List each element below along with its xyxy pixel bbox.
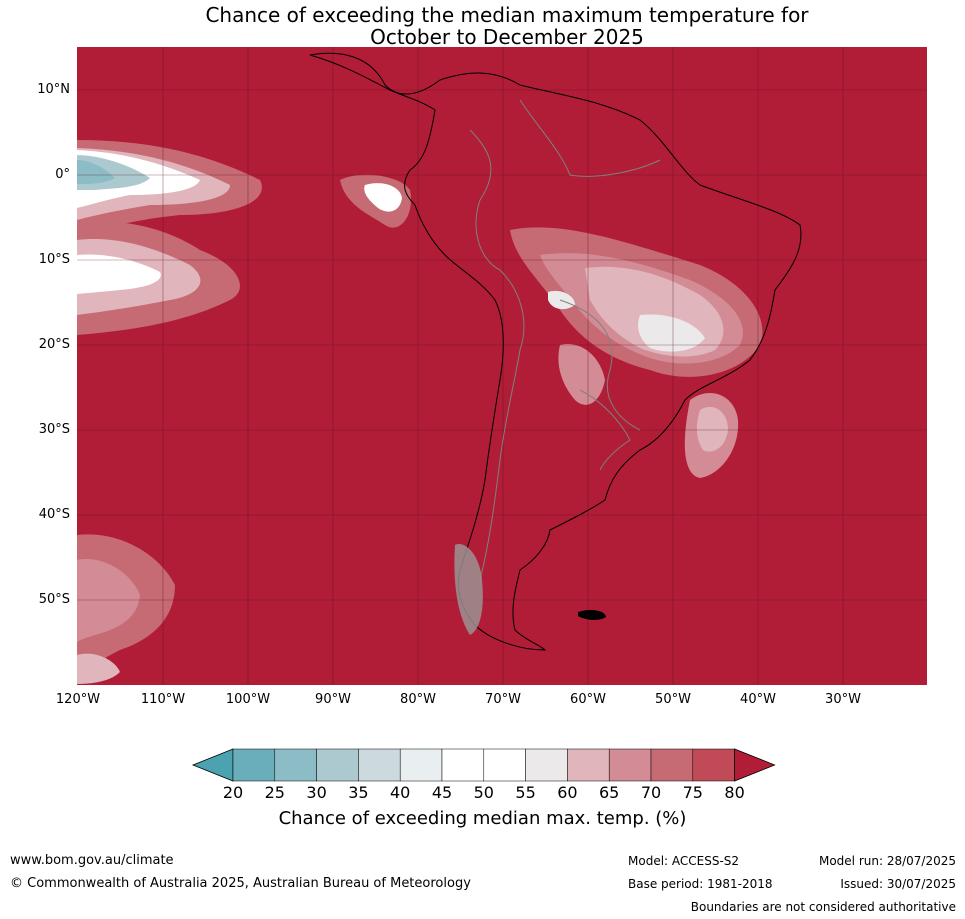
legend-tick-label: 20 xyxy=(222,783,244,802)
map-gridlines xyxy=(77,47,927,685)
patagonia-region xyxy=(454,544,483,635)
probability-patches xyxy=(77,140,763,684)
south-america-coastline xyxy=(309,52,802,651)
lat-label-10s: 10°S xyxy=(38,252,70,267)
legend-tick-label: 55 xyxy=(515,783,536,802)
colorbar-segment xyxy=(399,748,443,782)
legend-tick-label: 75 xyxy=(682,783,703,802)
base-period-text: Base period: 1981-2018 xyxy=(628,877,773,891)
title-line-1: Chance of exceeding the median maximum t… xyxy=(205,3,809,27)
legend-tick-label: 65 xyxy=(599,783,620,802)
colorbar-segment xyxy=(483,748,526,782)
colorbar-segment xyxy=(525,748,568,782)
colorbar-arrow-high xyxy=(734,748,776,782)
lon-label-120w: 120°W xyxy=(55,692,101,707)
legend-tick-label: 60 xyxy=(557,783,578,802)
title-line-2: October to December 2025 xyxy=(370,25,644,49)
lon-label-30w: 30°W xyxy=(825,692,861,707)
lon-label-60w: 60°W xyxy=(570,692,606,707)
colorbar-segment xyxy=(358,748,401,782)
lon-label-110w: 110°W xyxy=(140,692,186,707)
lon-label-80w: 80°W xyxy=(400,692,436,707)
colorbar-segment xyxy=(692,748,735,782)
lon-label-40w: 40°W xyxy=(740,692,776,707)
legend-tick-label: 70 xyxy=(640,783,662,802)
lon-label-70w: 70°W xyxy=(485,692,521,707)
legend-tick-label: 80 xyxy=(724,783,745,802)
legend-colorbar xyxy=(191,748,776,782)
lat-label-10n: 10°N xyxy=(37,82,70,97)
disclaimer-text: Boundaries are not considered authoritat… xyxy=(690,900,956,914)
legend-tick-label: 25 xyxy=(264,783,285,802)
lat-label-20s: 20°S xyxy=(38,337,70,352)
map-title: Chance of exceeding the median maximum t… xyxy=(0,4,965,48)
colorbar-segment xyxy=(316,748,359,782)
legend-tick-label: 50 xyxy=(473,783,494,802)
legend-tick-label: 30 xyxy=(306,783,327,802)
legend-tick-label: 45 xyxy=(431,783,453,802)
legend-title: Chance of exceeding median max. temp. (%… xyxy=(278,808,687,829)
colorbar-arrow-low xyxy=(191,748,234,782)
legend-tick-label: 35 xyxy=(348,783,369,802)
lat-label-40s: 40°S xyxy=(38,507,70,522)
map-panel: 10°N 0° 10°S 20°S 30°S 40°S 50°S 120°W 1… xyxy=(37,47,927,707)
model-text: Model: ACCESS-S2 xyxy=(628,854,740,868)
legend-tick-label: 40 xyxy=(390,783,411,802)
forecast-map xyxy=(77,47,927,685)
lat-label-0: 0° xyxy=(55,167,70,182)
lat-label-30s: 30°S xyxy=(38,422,70,437)
copyright-text: © Commonwealth of Australia 2025, Austra… xyxy=(10,876,471,891)
lon-label-50w: 50°W xyxy=(655,692,691,707)
colorbar-segment xyxy=(232,748,276,782)
issued-text: Issued: 30/07/2025 xyxy=(840,877,956,891)
falkland-islands xyxy=(578,609,606,620)
colorbar-segment xyxy=(567,748,610,782)
lon-label-90w: 90°W xyxy=(315,692,351,707)
colorbar-segment xyxy=(274,748,317,782)
lat-label-50s: 50°S xyxy=(38,592,70,607)
lon-label-100w: 100°W xyxy=(225,692,271,707)
colorbar-segment xyxy=(441,748,485,782)
model-run-text: Model run: 28/07/2025 xyxy=(818,854,956,868)
colorbar-segment xyxy=(608,748,652,782)
colorbar-segment xyxy=(650,748,694,782)
country-boundaries xyxy=(469,99,661,581)
website-text: www.bom.gov.au/climate xyxy=(10,853,174,868)
